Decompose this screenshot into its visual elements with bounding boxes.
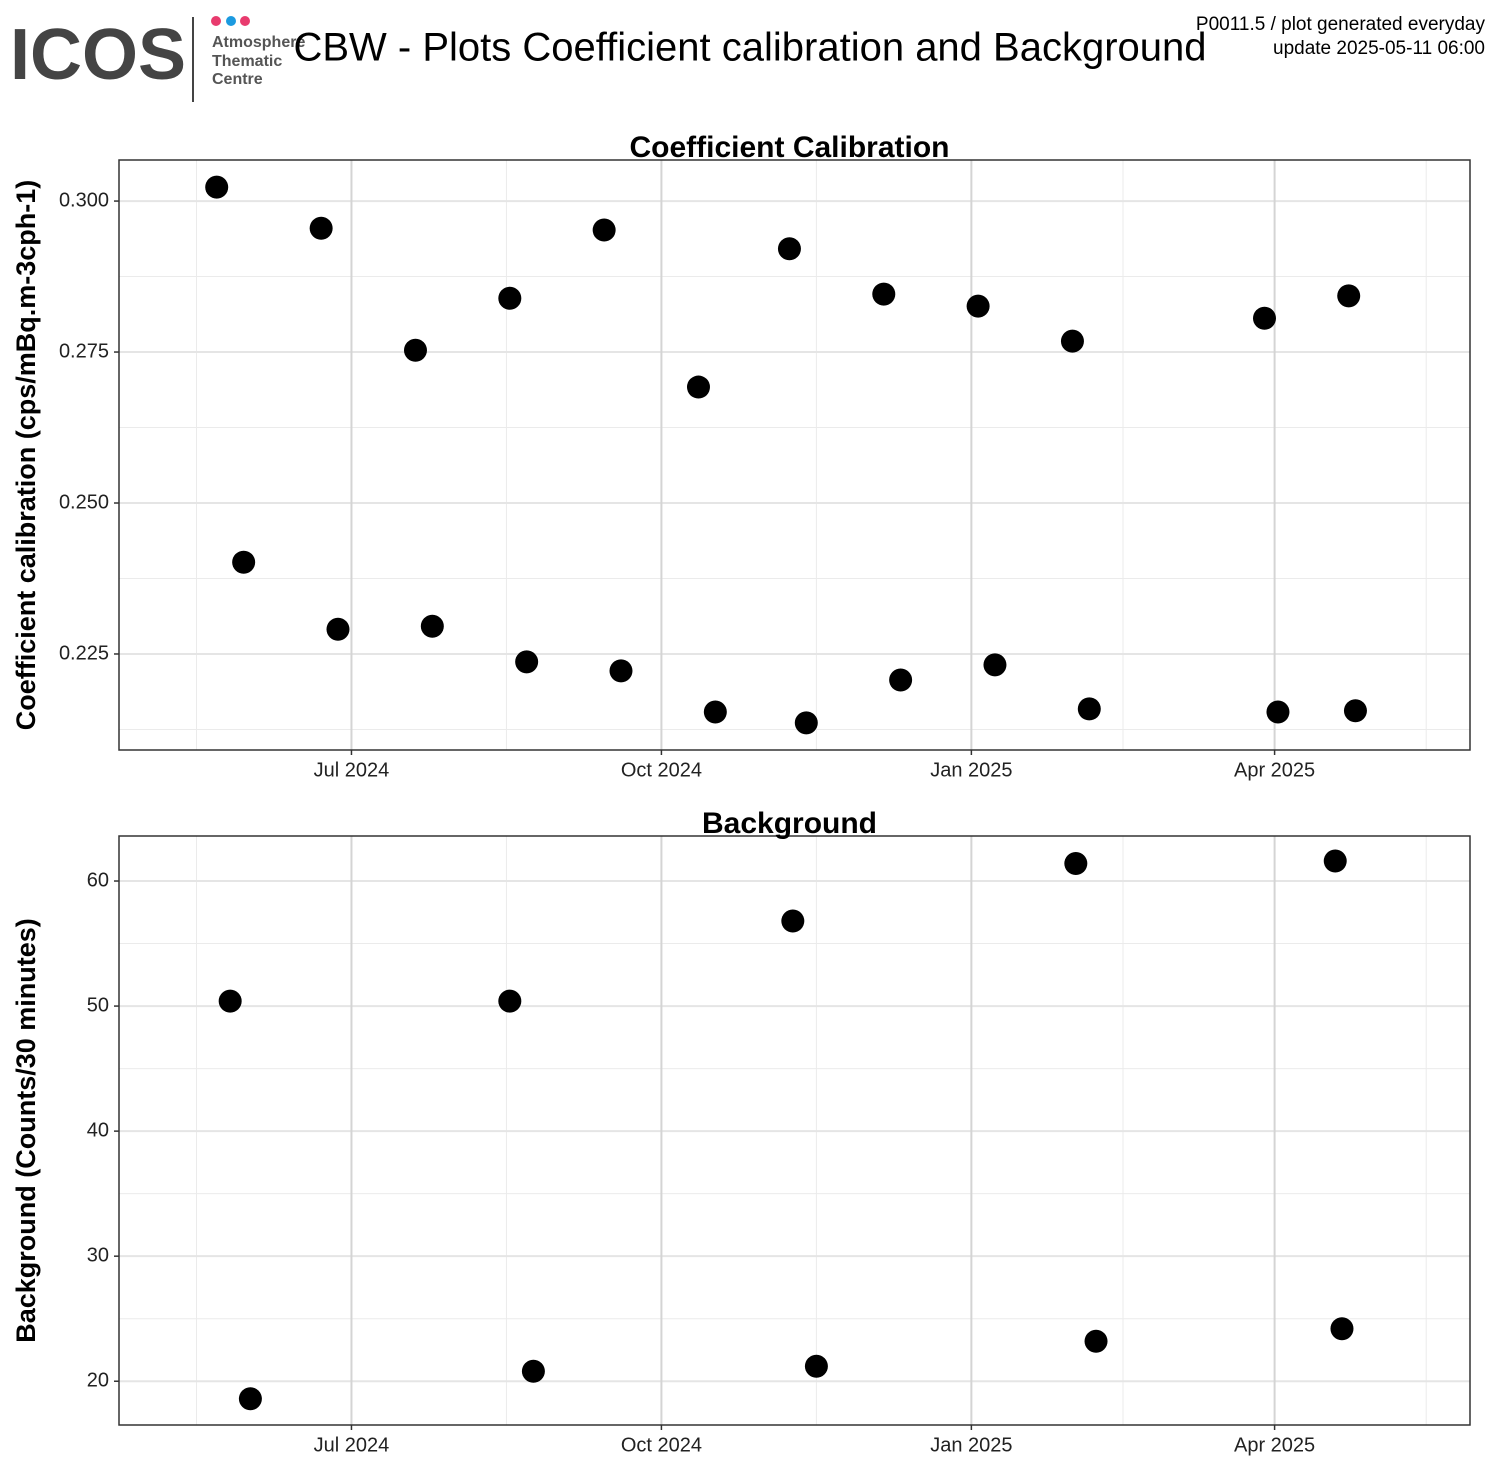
- plot-border: [118, 835, 1471, 1426]
- y-tick-label: 0.250: [59, 491, 109, 513]
- y-tick-label: 60: [87, 869, 109, 891]
- point: [686, 375, 710, 399]
- logo: ICOS: [10, 15, 186, 95]
- point: [889, 668, 913, 692]
- y-axis-title: Coefficient calibration (cps/mBq.m-3cph-…: [11, 180, 41, 731]
- page-title: CBW - Plots Coefficient calibration and …: [293, 26, 1206, 70]
- logo-text: Thematic: [212, 53, 282, 70]
- point: [1252, 306, 1276, 330]
- point: [794, 711, 818, 735]
- x-tick-label: Jan 2025: [930, 1434, 1012, 1456]
- point: [703, 700, 727, 724]
- point: [238, 1387, 262, 1411]
- point: [1330, 1317, 1354, 1341]
- point: [205, 175, 229, 199]
- chart-title: Coefficient Calibration: [629, 131, 949, 164]
- point: [218, 989, 242, 1013]
- y-tick-label: 20: [87, 1370, 109, 1392]
- plot-border: [118, 159, 1471, 751]
- point: [983, 653, 1007, 677]
- x-tick-label: Jan 2025: [930, 759, 1012, 781]
- y-tick-label: 50: [87, 994, 109, 1016]
- note: update 2025-05-11 06:00: [1273, 38, 1485, 59]
- point: [609, 659, 633, 683]
- x-tick-label: Jul 2024: [314, 1434, 390, 1456]
- y-tick-label: 30: [87, 1244, 109, 1266]
- point: [1060, 329, 1084, 353]
- logo-text: Atmosphere: [212, 34, 305, 51]
- point: [1064, 852, 1088, 876]
- point: [1084, 1329, 1108, 1353]
- x-tick-label: Oct 2024: [621, 1434, 702, 1456]
- point: [1077, 697, 1101, 721]
- point: [872, 282, 896, 306]
- x-tick-label: Apr 2025: [1234, 1434, 1315, 1456]
- point: [592, 218, 616, 242]
- point: [403, 338, 427, 362]
- logo-dot: [211, 16, 221, 26]
- point: [966, 294, 990, 318]
- y-tick-label: 0.275: [59, 340, 109, 362]
- logo-text: Centre: [212, 71, 263, 88]
- point: [1266, 700, 1290, 724]
- point: [420, 614, 444, 638]
- point: [1323, 849, 1347, 873]
- point: [804, 1354, 828, 1378]
- note: P0011.5 / plot generated everyday: [1196, 14, 1486, 35]
- x-tick-label: Oct 2024: [621, 759, 702, 781]
- point: [521, 1359, 545, 1383]
- x-tick-label: Apr 2025: [1234, 759, 1315, 781]
- point: [777, 237, 801, 261]
- point: [1337, 284, 1361, 308]
- point: [498, 286, 522, 310]
- logo-dot: [226, 16, 236, 26]
- point: [498, 989, 522, 1013]
- y-tick-label: 0.225: [59, 642, 109, 664]
- point: [326, 617, 350, 641]
- point: [781, 909, 805, 933]
- point: [515, 650, 539, 674]
- chart-title: Background: [702, 807, 877, 840]
- y-axis-title: Background (Counts/30 minutes): [11, 918, 41, 1343]
- logo-dot: [240, 16, 250, 26]
- point: [309, 216, 333, 240]
- y-tick-label: 40: [87, 1119, 109, 1141]
- point: [232, 550, 256, 574]
- y-tick-label: 0.300: [59, 189, 109, 211]
- x-tick-label: Jul 2024: [314, 759, 390, 781]
- point: [1343, 699, 1367, 723]
